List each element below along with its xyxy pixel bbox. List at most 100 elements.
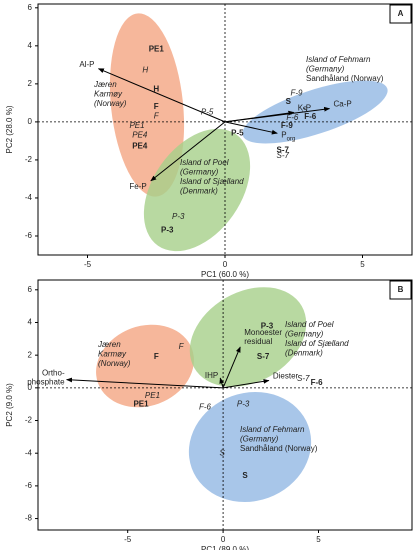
group-annotation: Island of Fehmarn (Germany) Sandhåland (No… [240, 425, 318, 453]
loading-arrow [222, 346, 241, 389]
annotation-line: (Germany) [285, 330, 324, 339]
label-line: Monoester [244, 328, 282, 337]
annotation-line: (Germany) [306, 65, 345, 74]
y-tick-label: 0 [28, 117, 33, 126]
group-annotation: Jæren Karmøy (Norway) [97, 340, 131, 368]
annotation-line: Karmøy [94, 90, 123, 99]
sample-label: P-3 [237, 399, 250, 408]
sample-label: H [153, 85, 159, 94]
group-ellipse [143, 128, 251, 252]
sample-label: F-6 [199, 403, 212, 412]
arrow-label: Diester [273, 372, 299, 381]
loading-arrow [66, 377, 224, 389]
sample-label: P-5 [231, 128, 244, 137]
label-line: Ortho- [42, 369, 65, 378]
sample-label: PE4 [132, 130, 148, 139]
y-tick-label: -8 [25, 514, 33, 523]
y-tick-label: 2 [28, 79, 33, 88]
panel-box [389, 280, 412, 300]
y-tick-label: 6 [28, 3, 33, 12]
sample-label: S [219, 448, 225, 457]
y-tick-label: 0 [28, 383, 33, 392]
x-tick-label: -5 [124, 535, 132, 544]
group-annotation: Island of Poel (Germany) Island of Sjællan… [285, 320, 349, 358]
sample-label: PE1 [129, 121, 144, 130]
annotation-line: Island of Fehmarn [240, 425, 305, 434]
sample-label: F-9 [281, 121, 294, 130]
y-tick-label: -6 [25, 481, 33, 490]
arrow-label: Al-P [79, 60, 94, 69]
group-ellipse [189, 287, 307, 387]
panel-label: A [398, 9, 404, 18]
y-tick-label: 4 [28, 318, 33, 327]
x-tick-label: 5 [316, 535, 321, 544]
group-ellipse [188, 392, 312, 502]
annotation-line: (Denmark) [180, 187, 218, 196]
arrow-label: K-P [298, 103, 311, 112]
sample-label: F [154, 352, 159, 361]
y-axis-title: PC2 (9.0 %) [5, 383, 14, 427]
annotation-line: Jæren [97, 340, 121, 349]
x-tick-label: 0 [223, 260, 228, 269]
group-ellipse [242, 80, 388, 144]
sample-label: S-7 [277, 151, 290, 160]
arrow-label: Porg [281, 130, 295, 141]
sample-label: F-6 [304, 112, 317, 121]
panel-box [389, 4, 412, 24]
annotation-line: (Denmark) [285, 349, 323, 358]
sample-label: S-7 [277, 146, 290, 155]
x-axis-title: PC1 (89.0 %) [201, 545, 249, 550]
group-annotation: Island of Poel (Germany) Island of Sjællan… [180, 158, 244, 196]
sample-label: F-6 [286, 113, 299, 122]
annotation-line: (Norway) [98, 359, 131, 368]
label: Monoester residual [244, 328, 282, 346]
annotation-line: (Germany) [180, 168, 219, 177]
arrow-label-main: P [281, 130, 286, 139]
arrow-label: Ca-P [334, 100, 352, 109]
y-tick-label: -4 [25, 193, 33, 202]
sample-label: PE1 [149, 45, 165, 54]
label: Ortho-phosphate [27, 369, 65, 387]
arrow-label: IHP [205, 371, 218, 380]
x-tick-label: 0 [221, 535, 226, 544]
sample-label: F-6 [311, 378, 324, 387]
panel-label: B [398, 285, 404, 294]
sample-label: P-3 [161, 225, 174, 234]
loading-arrow [219, 377, 225, 388]
loading-arrow [223, 378, 270, 389]
annotation-line: Jæren [93, 80, 117, 89]
sample-label: PE4 [132, 142, 148, 151]
sample-label: S [302, 106, 308, 115]
loading-arrow [224, 106, 331, 123]
arrow-label: Fe-P [129, 182, 146, 191]
annotation-line: Island of Poel [285, 320, 334, 329]
loading-arrow [224, 121, 278, 135]
y-tick-label: 4 [28, 41, 33, 50]
y-tick-label: -6 [25, 231, 33, 240]
x-tick-label: 5 [360, 260, 365, 269]
group-ellipse [109, 13, 185, 197]
arrow-label-sub: org [287, 136, 296, 142]
annotation-line: (Norway) [94, 99, 127, 108]
y-axis-title: PC2 (28.0 %) [5, 105, 14, 153]
sample-label: P-3 [261, 322, 274, 331]
sample-label: F [179, 342, 185, 351]
x-axis-title: PC1 (60.0 %) [201, 270, 249, 279]
plot-frame [37, 279, 413, 531]
annotation-line: Karmøy [98, 350, 127, 359]
sample-label: F [154, 111, 160, 120]
label-line: phosphate [27, 378, 65, 387]
x-tick-label: -5 [84, 260, 92, 269]
y-tick-label: 6 [28, 285, 33, 294]
sample-label: PE1 [145, 391, 160, 400]
annotation-line: (Germany) [240, 435, 279, 444]
annotation-line: Island of Sjælland [180, 177, 244, 186]
sample-label: PE1 [133, 399, 149, 408]
sample-label: S-7 [257, 352, 270, 361]
annotation-line: Island of Poel [180, 158, 229, 167]
sample-label: P-3 [172, 212, 185, 221]
y-tick-label: -2 [25, 416, 33, 425]
loading-arrow [97, 68, 226, 123]
sample-label: S [242, 471, 248, 480]
